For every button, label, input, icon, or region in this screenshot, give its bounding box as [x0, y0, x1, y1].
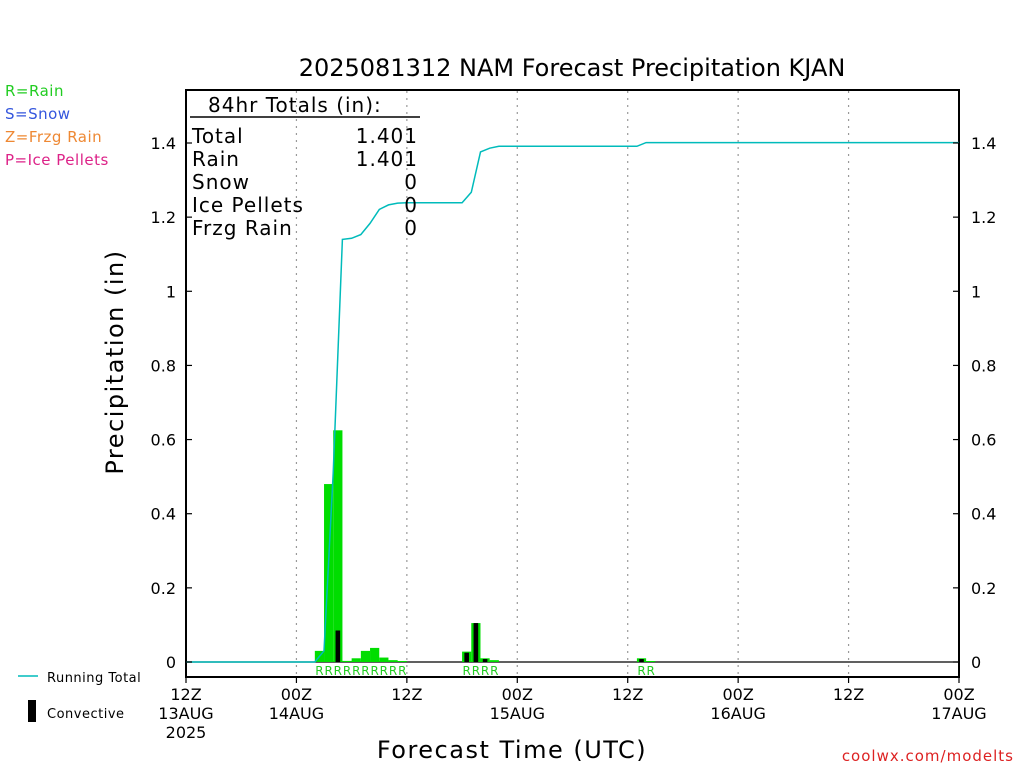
plot-frame	[185, 89, 960, 678]
x-tick-label: 00Z	[943, 685, 974, 704]
x-tick-label: 16AUG	[710, 704, 765, 723]
ptype-legend-entry: P=Ice Pellets	[5, 151, 109, 169]
totals-row-label: Total	[191, 124, 244, 148]
precip-bar	[646, 661, 656, 662]
totals-box: 84hr Totals (in): Total 1.401 Rain 1.401 Sno…	[190, 93, 420, 240]
y-tick-label-right: 0	[971, 653, 981, 672]
vertical-grid	[295, 91, 850, 676]
x-tick-label: 12Z	[391, 685, 422, 704]
x-tick-label: 12Z	[170, 685, 201, 704]
x-tick-label: 00Z	[502, 685, 533, 704]
legend-entry-label: Convective	[47, 707, 125, 722]
y-tick-label-right: 0.8	[971, 356, 996, 375]
ptype-legend-entry: R=Rain	[5, 82, 64, 100]
precip-bar	[379, 657, 389, 662]
y-tick-label-left: 0.6	[151, 431, 176, 450]
chart-title: 2025081312 NAM Forecast Precipitation KJ…	[299, 54, 846, 82]
totals-row-value: 0	[404, 193, 418, 217]
ptype-code: R	[398, 664, 406, 678]
y-tick-label-left: 1.2	[151, 208, 176, 227]
x-tick-label: 12Z	[612, 685, 643, 704]
y-tick-label-right: 1	[971, 282, 981, 301]
ptype-code: R	[481, 664, 489, 678]
totals-row-label: Frzg Rain	[192, 216, 293, 240]
y-tick-label-right: 0.4	[971, 505, 996, 524]
precip-bar	[351, 658, 361, 662]
y-tick-label-left: 0.2	[151, 579, 176, 598]
ptype-code: R	[463, 664, 471, 678]
ptype-legend: R=Rain S=Snow Z=Frzg Rain P=Ice Pellets	[5, 82, 109, 169]
totals-row-label: Rain	[192, 147, 240, 171]
legend-bar-swatch	[28, 700, 36, 722]
convective-bar	[464, 652, 469, 662]
convective-bar	[482, 659, 488, 662]
ptype-code: R	[490, 664, 498, 678]
x-tick-label: 00Z	[281, 685, 312, 704]
precip-bar	[388, 660, 398, 662]
totals-row-label: Ice Pellets	[192, 193, 304, 217]
ptype-code: R	[647, 664, 655, 678]
ptype-code: R	[324, 664, 332, 678]
x-tick-label: 13AUG	[158, 704, 213, 723]
y-tick-label-left: 0	[166, 653, 176, 672]
y-tick-label-right: 0.2	[971, 579, 996, 598]
precip-bar	[370, 647, 380, 662]
totals-row-value: 1.401	[356, 147, 418, 171]
ptype-code: R	[472, 664, 480, 678]
x-axis-label: Forecast Time (UTC)	[377, 736, 647, 764]
x-tick-label: 12Z	[833, 685, 864, 704]
precip-bar	[397, 661, 407, 662]
ptype-code: R	[334, 664, 342, 678]
ptype-code: R	[315, 664, 323, 678]
y-tick-label-left: 1.4	[151, 134, 176, 153]
series-legend: Running Total Convective	[18, 671, 141, 722]
convective-bar	[335, 630, 341, 662]
y-axis-label: Precipitation (in)	[101, 249, 129, 474]
ptype-code: R	[370, 664, 378, 678]
convective-bar	[473, 623, 479, 662]
x-tick-label: 2025	[166, 723, 207, 742]
x-tick-label: 14AUG	[269, 704, 324, 723]
totals-row-value: 0	[404, 170, 418, 194]
y-tick-label-left: 1	[166, 282, 176, 301]
ptype-code: R	[637, 664, 645, 678]
y-tick-label-left: 0.8	[151, 356, 176, 375]
totals-header: 84hr Totals (in):	[208, 93, 382, 117]
x-tick-label: 17AUG	[931, 704, 986, 723]
x-tick-label: 00Z	[722, 685, 753, 704]
precip-bar	[342, 660, 352, 662]
ptype-code: R	[361, 664, 369, 678]
y-tick-label-left: 0.4	[151, 505, 176, 524]
y-tick-label-right: 0.6	[971, 431, 996, 450]
watermark: coolwx.com/modelts	[842, 747, 1014, 765]
ptype-legend-entry: S=Snow	[5, 105, 71, 123]
ptype-legend-entry: Z=Frzg Rain	[5, 128, 102, 146]
ptype-code: R	[389, 664, 397, 678]
precip-bar	[489, 660, 499, 662]
precip-bars	[314, 430, 656, 662]
totals-row-value: 0	[404, 216, 418, 240]
ptype-code: R	[352, 664, 360, 678]
y-tick-label-right: 1.2	[971, 208, 996, 227]
totals-row-value: 1.401	[356, 124, 418, 148]
ptype-code: R	[343, 664, 351, 678]
totals-row-label: Snow	[192, 170, 250, 194]
precip-bar	[333, 430, 343, 662]
convective-bar	[639, 659, 644, 662]
x-tick-label: 15AUG	[490, 704, 545, 723]
legend-entry-label: Running Total	[47, 671, 141, 686]
precip-bar	[360, 650, 371, 662]
convective-bars	[335, 623, 644, 662]
y-tick-label-right: 1.4	[971, 134, 996, 153]
ptype-code: R	[380, 664, 388, 678]
y-axis-ticks: 0 00.2 0.20.4 0.40.6 0.60.8 0.81 11.2 1.21.4 1.4	[151, 134, 997, 672]
running-total-line	[186, 141, 959, 663]
